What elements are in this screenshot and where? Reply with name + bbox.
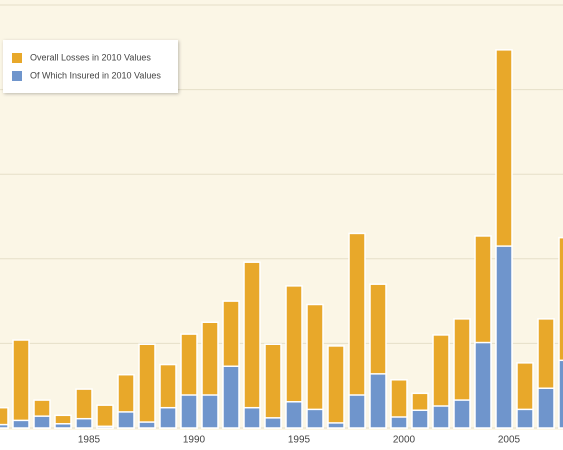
- legend-swatch: [12, 53, 22, 63]
- overall-bar: [96, 404, 114, 429]
- legend-label: Overall Losses in 2010 Values: [30, 52, 151, 62]
- insured-bar: [411, 409, 429, 429]
- insured-bar: [453, 399, 471, 429]
- insured-bar: [117, 411, 135, 429]
- overall-bar: [12, 339, 30, 429]
- x-tick-label: 2000: [393, 435, 416, 446]
- insured-bar: [222, 365, 240, 429]
- insured-bar: [75, 417, 93, 429]
- insured-bar: [201, 394, 219, 429]
- overall-bar: [264, 343, 282, 429]
- axis-band: [0, 430, 563, 450]
- insured-bar: [327, 422, 345, 429]
- insured-bar: [285, 401, 303, 429]
- overall-bar: [0, 406, 9, 429]
- overall-bar: [327, 345, 345, 429]
- overall-bar: [243, 261, 261, 429]
- insured-bar: [516, 408, 534, 429]
- legend-box: [3, 40, 178, 93]
- insured-bar: [474, 341, 492, 429]
- x-tick-label: 1990: [183, 435, 206, 446]
- insured-bar: [243, 406, 261, 429]
- legend-label: Of Which Insured in 2010 Values: [30, 70, 161, 80]
- overall-bar: [138, 343, 156, 429]
- insured-bar: [306, 408, 324, 429]
- insured-bar: [12, 419, 30, 429]
- insured-bar: [180, 394, 198, 429]
- x-tick-label: 2005: [498, 435, 521, 446]
- insured-bar: [390, 416, 408, 429]
- x-tick-label: 1985: [78, 435, 101, 446]
- insured-bar: [537, 387, 555, 429]
- insured-bar: [138, 421, 156, 429]
- x-tick-label: 1995: [288, 435, 311, 446]
- insured-bar: [558, 359, 563, 429]
- legend: Overall Losses in 2010 Values Of Which In…: [3, 40, 178, 93]
- bars: [0, 49, 563, 429]
- insured-bar: [159, 406, 177, 429]
- x-axis: 1985 1990 1995 2000 2005: [78, 435, 521, 446]
- insured-bar: [432, 405, 450, 429]
- insured-bar: [0, 423, 9, 429]
- insured-bar: [369, 373, 387, 429]
- insured-bar: [348, 394, 366, 429]
- insured-bar: [96, 425, 114, 429]
- legend-swatch: [12, 71, 22, 81]
- insured-bar: [264, 417, 282, 429]
- insured-bar: [33, 415, 51, 429]
- overall-bar: [558, 236, 563, 429]
- insured-bar: [54, 423, 72, 429]
- insured-bar: [495, 245, 513, 429]
